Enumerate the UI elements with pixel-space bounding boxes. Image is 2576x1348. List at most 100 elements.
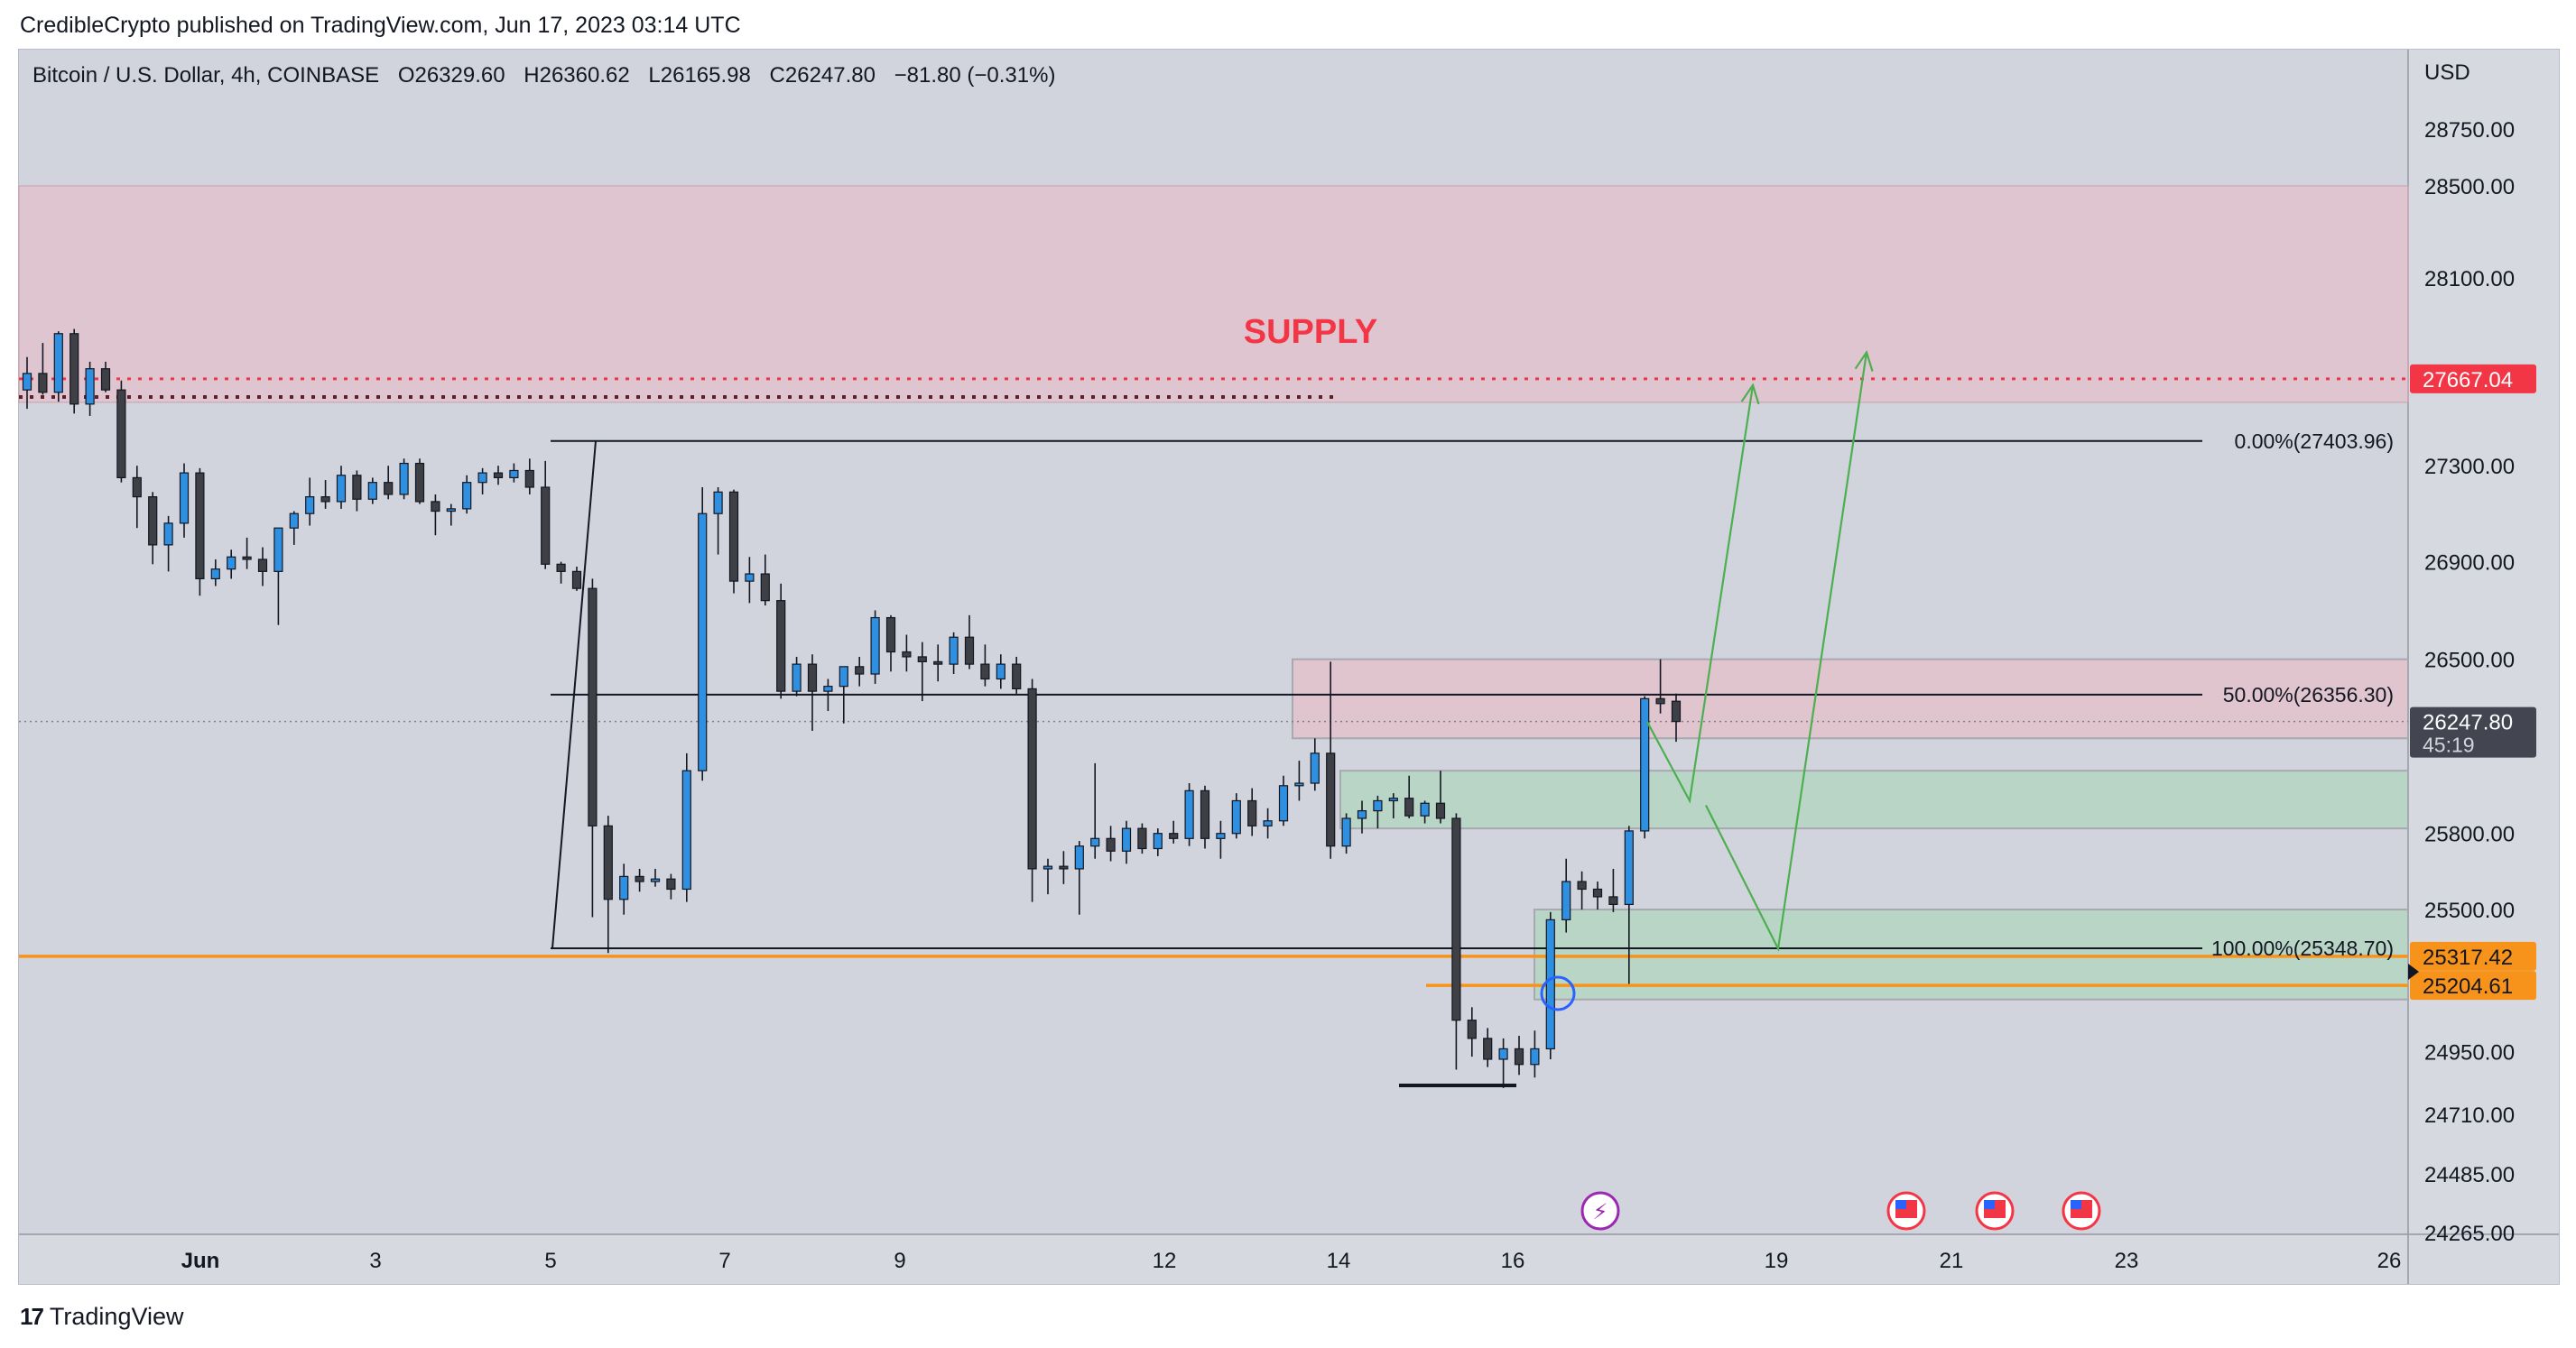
bull-candle [367,482,377,500]
bear-candle [1059,865,1069,870]
price-tick-label: 26900.00 [2424,551,2515,576]
flag-canton [1895,1200,1906,1209]
bear-candle [666,878,676,891]
bull-candle [1153,833,1163,850]
publisher-header: CredibleCrypto published on TradingView.… [20,13,741,38]
bear-candle [1012,663,1022,689]
bull-candle [650,878,661,882]
bull-candle [698,512,708,771]
tradingview-footer[interactable]: 17 TradingView [20,1303,184,1331]
bull-candle [745,573,755,582]
bull-candle [1357,810,1367,819]
bear-candle [1671,700,1682,723]
bull-candle [1074,845,1084,870]
time-tick-label: 19 [1765,1249,1789,1273]
bear-candle [902,651,912,658]
bear-candle [414,462,425,503]
bear-candle [588,587,598,826]
time-tick-label: 9 [894,1249,905,1273]
retest-circle-marker [1540,975,1576,1011]
symbol-legend: Bitcoin / U.S. Dollar, 4h, COINBASE O263… [32,63,1055,88]
bull-candle [681,770,691,891]
bull-candle [619,875,629,900]
bull-candle [839,666,848,688]
bear-candle [116,389,126,479]
bull-candle [1184,789,1194,839]
bear-candle [1169,833,1179,839]
bear-candle [571,570,582,589]
bull-candle [273,527,283,572]
fib-level-label: 50.00%(26356.30) [2223,683,2394,706]
projection-arrow-1 [1646,384,1755,804]
bear-candle [352,475,362,500]
fib-trend-line [551,440,597,949]
bull-candle [823,686,833,692]
price-axis-label: 25317.42 [2423,946,2513,970]
arrow-head [1854,349,1874,372]
bear-candle [242,556,252,560]
bear-candle [1592,888,1603,898]
bear-candle [964,636,975,665]
price-axis-label-box [2410,941,2536,971]
bull-candle [1216,833,1226,839]
plot-background [19,50,2408,1234]
bear-candle [431,501,440,512]
bull-candle [1530,1048,1540,1066]
price-tick-label: 26500.00 [2424,649,2515,673]
bull-candle [1561,881,1571,920]
price-axis[interactable] [2408,50,2559,1234]
price-axis-label-box [2410,971,2536,1001]
time-axis[interactable] [19,1234,2559,1284]
bull-candle [996,663,1005,680]
bull-candle [1310,752,1320,784]
legend-change: −81.80 (−0.31%) [894,63,1056,88]
bear-candle [1404,798,1414,817]
bull-candle [792,663,802,692]
bull-candle [462,482,472,510]
legend-open-label: O [397,63,415,88]
bear-candle [1451,817,1461,1021]
supply-zone [18,185,2409,403]
price-tick-label: 24950.00 [2424,1040,2515,1065]
chart-frame[interactable] [18,49,2560,1285]
resistance-zone [1292,658,2409,740]
price-tick-label: 25800.00 [2424,823,2515,847]
bear-candle [541,486,551,565]
countdown-label: 45:19 [2423,734,2475,757]
bear-candle [807,663,818,692]
bear-candle [1467,1020,1477,1039]
bull-candle [870,616,880,675]
bull-candle [509,469,519,479]
fib-level-label: 100.00%(25348.70) [2211,937,2394,960]
price-tick-label: 25500.00 [2424,899,2515,923]
bull-candle [713,491,723,514]
time-tick-label: 3 [369,1249,381,1273]
legend-open: 26329.60 [414,63,505,88]
legend-low: 26165.98 [660,63,751,88]
bear-candle [257,559,268,572]
time-tick-label: 14 [1327,1249,1351,1273]
bear-candle [524,469,534,488]
bear-candle [1106,837,1116,852]
bull-candle [305,496,315,514]
price-tick-label: 28500.00 [2424,175,2515,199]
bull-candle [179,472,190,524]
time-tick-label: 26 [2377,1249,2402,1273]
bull-candle [1090,837,1100,847]
bear-candle [1514,1048,1524,1066]
bull-candle [1624,830,1634,906]
time-tick-label: 23 [2115,1249,2139,1273]
time-tick-label: 7 [718,1249,730,1273]
price-axis-label: 27667.04 [2423,368,2513,392]
time-tick-label: 21 [1940,1249,1964,1273]
arrow-head [1740,383,1760,405]
bear-candle [132,476,142,498]
time-tick-label: 16 [1501,1249,1525,1273]
bull-candle [289,512,299,529]
bear-candle [1435,802,1446,819]
price-axis-label: 25204.61 [2423,974,2513,999]
bull-candle [1498,1048,1508,1060]
bull-candle [210,568,220,580]
legend-high: 26360.62 [539,63,630,88]
